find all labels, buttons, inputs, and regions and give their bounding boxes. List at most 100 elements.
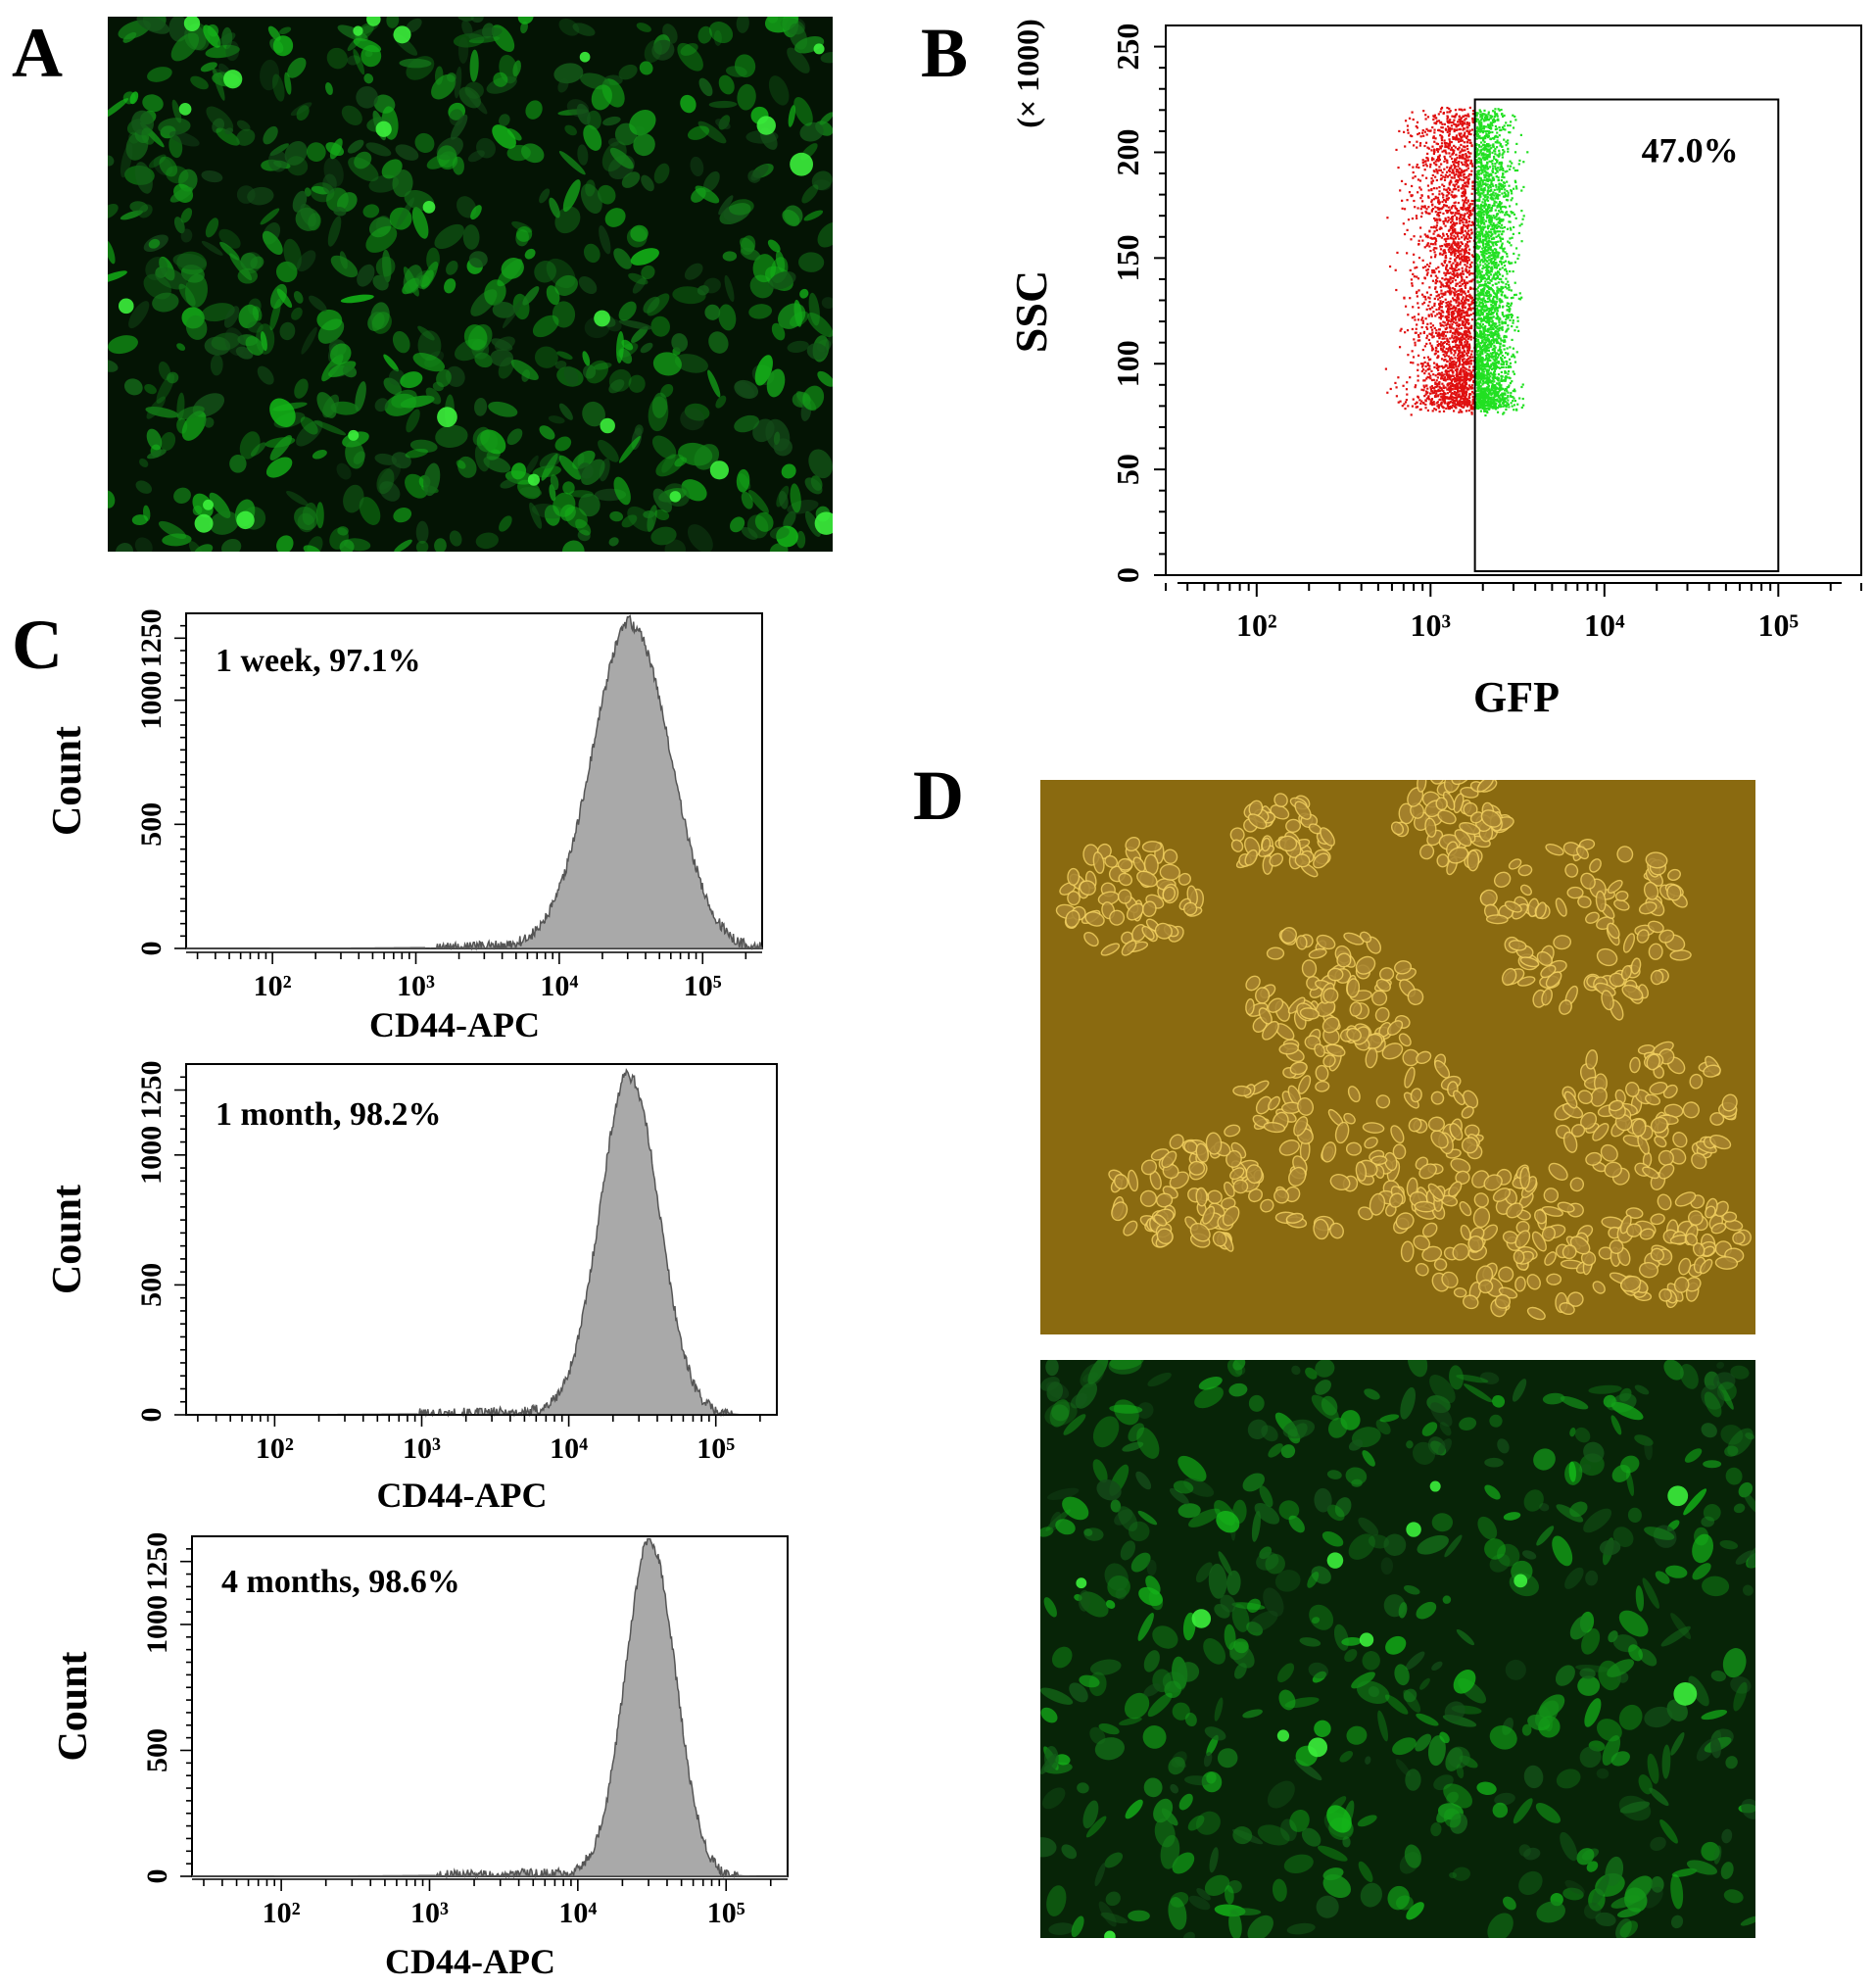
- point-gfp-negative: [1436, 148, 1439, 151]
- cell: [445, 365, 465, 388]
- cell: [764, 17, 799, 33]
- point-gfp-negative: [1430, 315, 1433, 317]
- point-gfp-negative: [1420, 293, 1424, 296]
- point-gfp-negative: [1440, 121, 1443, 123]
- cell: [674, 354, 708, 373]
- cell: [510, 462, 527, 480]
- point-gfp-negative: [1458, 267, 1461, 271]
- point-gfp-negative: [1459, 383, 1462, 386]
- cell: [462, 224, 480, 250]
- point-gfp-positive: [1507, 280, 1510, 283]
- point-gfp-negative: [1450, 212, 1453, 215]
- point-gfp-negative: [1448, 250, 1451, 254]
- point-gfp-negative: [1433, 408, 1436, 411]
- cell: [604, 208, 626, 227]
- point-gfp-negative: [1465, 259, 1467, 263]
- cell: [1280, 927, 1297, 945]
- point-gfp-negative: [1465, 197, 1467, 200]
- point-gfp-negative: [1433, 395, 1437, 399]
- cell: [436, 368, 452, 388]
- point-gfp-negative: [1412, 176, 1415, 179]
- point-gfp-negative: [1455, 365, 1458, 368]
- point-gfp-negative: [1415, 291, 1418, 295]
- point-gfp-negative: [1466, 150, 1469, 154]
- point-gfp-negative: [1451, 366, 1455, 369]
- point-gfp-negative: [1464, 149, 1466, 152]
- cell: [446, 260, 458, 275]
- point-gfp-negative: [1425, 308, 1428, 311]
- cell: [367, 312, 385, 331]
- point-gfp-negative: [1417, 379, 1419, 382]
- point-gfp-negative: [1454, 335, 1457, 339]
- point-gfp-negative: [1427, 265, 1431, 267]
- cell: [628, 374, 646, 393]
- point-gfp-negative: [1466, 175, 1468, 179]
- point-gfp-negative: [1469, 266, 1472, 268]
- point-gfp-negative: [1415, 215, 1418, 218]
- point-gfp-negative: [1457, 165, 1460, 168]
- point-gfp-negative: [1438, 190, 1441, 193]
- point-gfp-negative: [1447, 350, 1450, 353]
- cell: [524, 248, 536, 260]
- cell: [211, 332, 241, 351]
- point-gfp-negative: [1416, 217, 1418, 219]
- cell: [639, 61, 653, 75]
- point-gfp-negative: [1441, 122, 1444, 125]
- point-gfp-negative: [1466, 351, 1470, 355]
- point-gfp-negative: [1403, 403, 1406, 406]
- point-gfp-negative: [1438, 389, 1442, 392]
- point-gfp-negative: [1455, 361, 1458, 364]
- point-gfp-negative: [1445, 342, 1449, 346]
- point-gfp-negative: [1435, 247, 1438, 250]
- point-gfp-positive: [1494, 282, 1497, 285]
- cell: [736, 17, 749, 33]
- cell: [583, 124, 602, 151]
- point-gfp-negative: [1462, 269, 1465, 272]
- point-gfp-negative: [1452, 320, 1456, 323]
- point-gfp-negative: [1454, 237, 1457, 240]
- point-gfp-negative: [1459, 281, 1462, 284]
- point-gfp-negative: [1441, 350, 1444, 353]
- point-gfp-negative: [1468, 336, 1471, 339]
- point-gfp-negative: [1457, 231, 1461, 234]
- point-gfp-negative: [1444, 298, 1447, 301]
- point-gfp-negative: [1417, 374, 1419, 377]
- cell: [201, 240, 223, 256]
- cell: [271, 73, 285, 102]
- point-gfp-negative: [1449, 257, 1452, 260]
- cell: [272, 35, 294, 57]
- cell: [718, 195, 734, 216]
- point-gfp-negative: [1461, 267, 1464, 269]
- cell: [384, 393, 417, 416]
- point-gfp-negative: [1424, 266, 1427, 268]
- cell: [204, 416, 215, 428]
- cell: [141, 127, 156, 145]
- cell: [474, 444, 490, 472]
- point-gfp-negative: [1454, 205, 1457, 208]
- point-gfp-negative: [1435, 224, 1438, 227]
- point-gfp-negative: [1443, 321, 1446, 324]
- point-gfp-negative: [1452, 161, 1455, 164]
- point-gfp-negative: [1422, 301, 1426, 304]
- point-gfp-negative: [1445, 197, 1448, 200]
- cell: [325, 82, 333, 95]
- point-gfp-negative: [1423, 345, 1426, 348]
- point-gfp-negative: [1401, 199, 1404, 202]
- cell: [795, 530, 806, 549]
- point-gfp-negative: [1456, 346, 1459, 349]
- point-gfp-negative: [1428, 129, 1432, 132]
- cell: [139, 458, 149, 467]
- point-gfp-negative: [1403, 232, 1407, 236]
- point-gfp-negative: [1433, 304, 1436, 308]
- bright-cell: [375, 121, 392, 137]
- cell: [357, 264, 375, 287]
- cell: [734, 54, 756, 78]
- point-gfp-negative: [1452, 327, 1455, 330]
- point-gfp-negative: [1455, 218, 1459, 221]
- cell: [607, 137, 619, 147]
- point-gfp-negative: [1455, 306, 1458, 310]
- point-gfp-negative: [1471, 278, 1474, 281]
- cell: [640, 342, 653, 354]
- gfp-fluorescence-micrograph: [108, 17, 833, 552]
- point-gfp-negative: [1452, 276, 1455, 280]
